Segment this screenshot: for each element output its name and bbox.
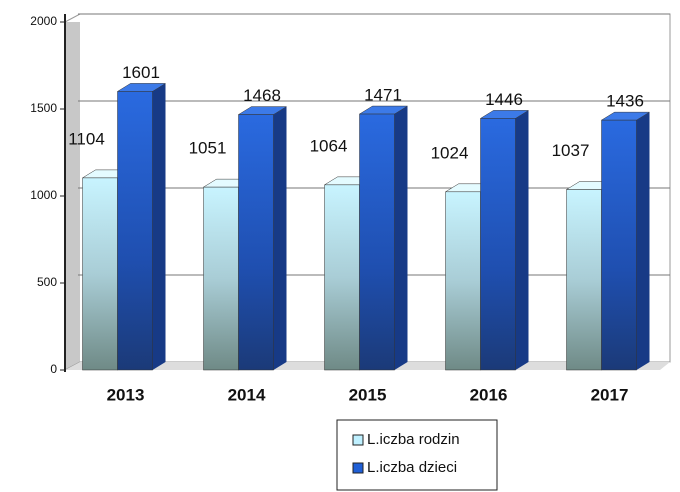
- value-label: 1436: [606, 92, 644, 111]
- bar-front: [359, 113, 395, 371]
- bar-front: [117, 91, 153, 371]
- x-tick-label: 2015: [349, 385, 387, 404]
- bar-front: [203, 186, 239, 371]
- value-label: 1468: [243, 86, 281, 105]
- x-tick-label: 2013: [107, 385, 145, 404]
- legend: [336, 419, 498, 491]
- y-tick-label: 1000: [30, 188, 57, 202]
- x-tick-label: 2017: [591, 385, 629, 404]
- value-label: 1037: [552, 141, 590, 160]
- value-label: 1064: [310, 136, 348, 155]
- y-tick-label: 2000: [30, 14, 57, 28]
- bar-front: [480, 118, 516, 371]
- bar-front: [324, 184, 360, 371]
- legend-swatch: [352, 434, 364, 446]
- legend-label: L.iczba dzieci: [367, 459, 457, 476]
- bar-side: [273, 106, 287, 371]
- y-tick-label: 0: [50, 362, 57, 376]
- value-label: 1024: [431, 143, 469, 162]
- value-label: 1446: [485, 90, 523, 109]
- value-label: 1601: [122, 63, 160, 82]
- bar-side: [515, 110, 529, 371]
- bar-front: [82, 177, 118, 371]
- bar: [116, 83, 167, 371]
- value-label: 1051: [189, 139, 227, 158]
- bar-side: [152, 83, 166, 371]
- bar-front: [445, 191, 481, 371]
- bar: [358, 105, 409, 371]
- legend-label: L.iczba rodzin: [367, 431, 460, 448]
- x-tick-label: 2014: [228, 385, 266, 404]
- y-tick-label: 1500: [30, 101, 57, 115]
- left-wall: [65, 22, 80, 370]
- bar: [237, 106, 288, 371]
- bar-front: [238, 114, 274, 371]
- value-label: 1471: [364, 86, 402, 105]
- y-tick-label: 500: [37, 275, 57, 289]
- bar-side: [394, 106, 408, 371]
- value-label: 1104: [68, 129, 105, 148]
- bar-front: [601, 119, 637, 371]
- bar: [600, 111, 651, 371]
- x-tick-label: 2016: [470, 385, 508, 404]
- bar: [479, 110, 530, 371]
- legend-swatch: [352, 462, 364, 474]
- bar-front: [566, 189, 602, 371]
- bar-side: [636, 112, 650, 371]
